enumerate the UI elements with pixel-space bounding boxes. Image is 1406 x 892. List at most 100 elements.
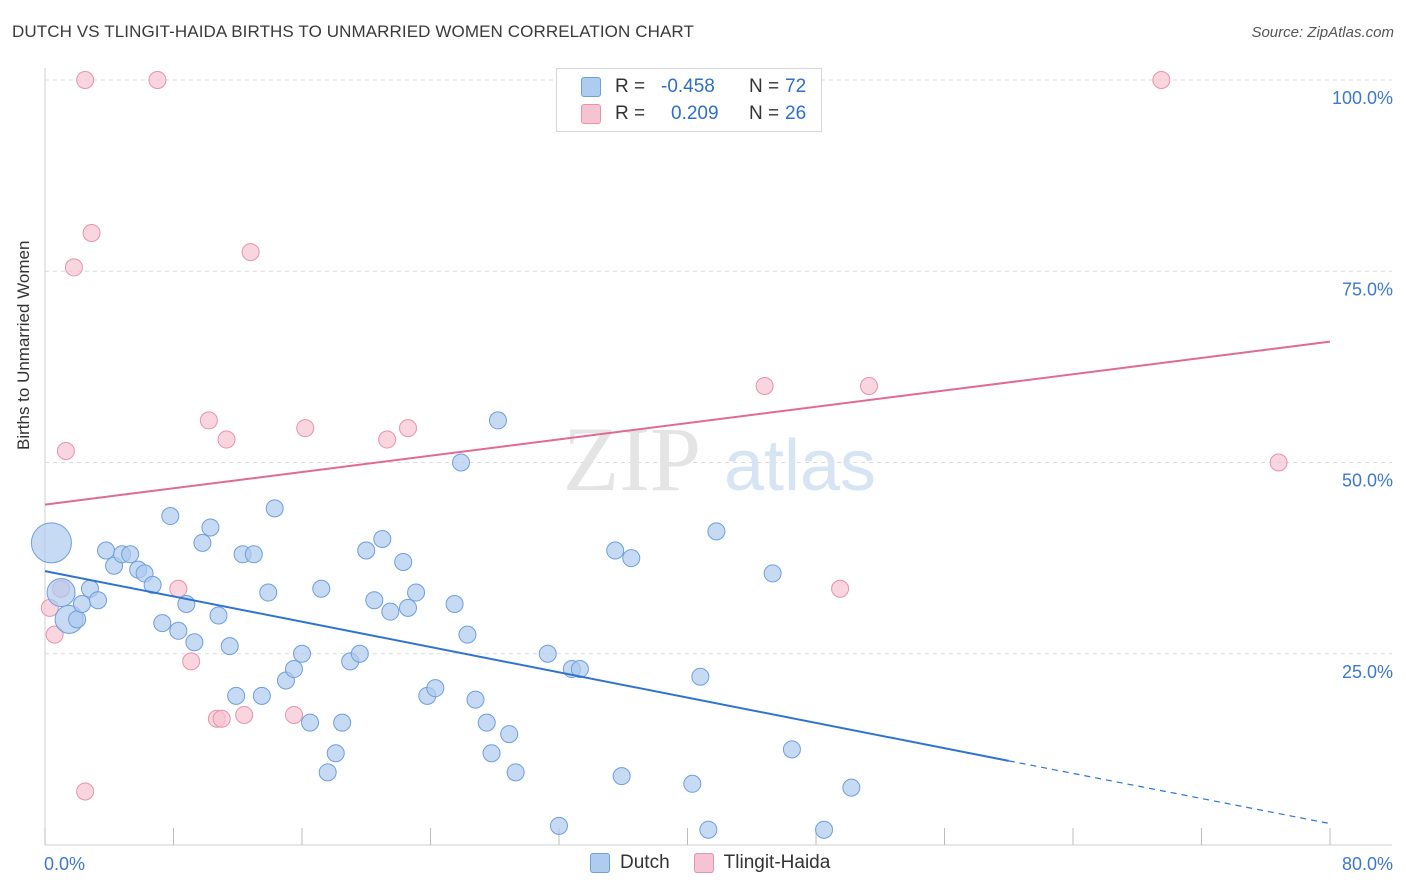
dutch-point [482,744,501,763]
dutch-point [691,667,710,686]
dutch-point [538,644,557,663]
dutch-point [458,625,477,644]
tlingit-point [831,579,850,598]
dutch-point [185,633,204,652]
legend-n-value: 72 [785,76,807,97]
grid-lines [45,79,1392,655]
legend-n-label: N = [749,103,780,124]
dutch-point [265,499,284,518]
dutch-point [326,744,345,763]
dutch-point [220,637,239,656]
tlingit-point [378,430,397,449]
dutch-point [466,690,485,709]
series-legend: Dutch Tlingit-Haida [590,852,854,874]
dutch-point [683,774,702,793]
dutch-point [570,660,589,679]
dutch-point [500,725,519,744]
chart-title: DUTCH VS TLINGIT-HAIDA BIRTHS TO UNMARRI… [12,22,694,41]
dutch-point [477,713,496,732]
dutch-point [488,411,507,430]
dutch-point [284,660,303,679]
tlingit-point [56,442,75,461]
legend-r-value: -0.458 [661,76,715,97]
x-tick-label: 80.0% [1342,854,1393,874]
tlingit-point [45,625,64,644]
tlingit-point [296,419,315,438]
dutch-point [201,518,220,537]
dutch-point [72,595,91,614]
dutch-point [169,621,188,640]
dutch-point [506,763,525,782]
dutch-point [842,778,861,797]
tlingit-point [182,652,201,671]
dutch-point [193,533,212,552]
dutch-point [606,541,625,560]
dutch-point [97,541,116,560]
dutch-point [252,686,271,705]
dutch-point [699,820,718,839]
dutch-point [622,549,641,568]
dutch-point [782,740,801,759]
dutch-point [407,583,426,602]
dutch-trend-line [44,570,1009,762]
tlingit-trend-line [44,340,1331,506]
dutch-point [161,507,180,526]
tlingit-point [1269,453,1288,472]
dutch-point [89,591,108,610]
dutch-point [30,522,72,564]
tlingit-point [755,377,774,395]
dutch-swatch [590,853,610,873]
dutch-point [293,644,311,663]
dutch-point [312,579,331,598]
dutch-point [763,564,782,583]
dutch-point [301,713,320,732]
legend-n-value: 26 [785,103,807,124]
dutch-point [259,583,278,602]
tlingit-point [860,377,879,395]
data-points [30,71,1288,839]
tlingit-point [64,258,83,277]
dutch-point [381,602,400,621]
y-tick-label: 100.0% [1332,88,1393,108]
tlingit-point [212,709,231,728]
dutch-point [209,606,228,625]
legend-r-label: R = [615,103,646,124]
tlingit-point [169,579,188,598]
dutch-point [143,575,162,594]
dutch-point [426,679,445,698]
tlingit-swatch [581,104,601,124]
trend-lines [44,340,1331,825]
dutch-point [153,614,172,633]
tlingit-point [76,71,95,89]
y-tick-label: 25.0% [1342,662,1393,682]
legend-row-tlingit: R = 0.209 N = 26 [581,102,855,126]
dutch-point [612,767,631,786]
tlingit-point [284,705,303,724]
dutch-trend-extension [1008,760,1331,825]
tlingit-point [199,411,218,430]
watermark-atlas: atlas [724,426,876,506]
legend-row-dutch: R = -0.458 N = 72 [581,75,855,99]
legend-item-tlingit: Tlingit-Haida [693,852,831,874]
source-label: Source: ZipAtlas.com [1251,24,1394,41]
dutch-point [452,453,471,472]
dutch-point [399,598,418,617]
tlingit-point [148,71,167,89]
dutch-swatch [581,77,601,97]
dutch-point [815,820,834,839]
dutch-point [357,541,376,560]
legend-r-value: 0.209 [671,103,719,124]
dutch-point [333,713,352,732]
tlingit-point [399,419,418,438]
tlingit-point [241,243,260,262]
legend-item-dutch: Dutch [590,852,670,874]
dutch-point [68,610,87,629]
dutch-point [227,686,246,705]
legend-n-label: N = [749,76,780,97]
tlingit-point [217,430,236,449]
watermark: ZIP atlas [563,408,876,510]
dutch-point [121,545,140,564]
dutch-point [318,763,337,782]
legend-label-tlingit: Tlingit-Haida [723,852,831,873]
